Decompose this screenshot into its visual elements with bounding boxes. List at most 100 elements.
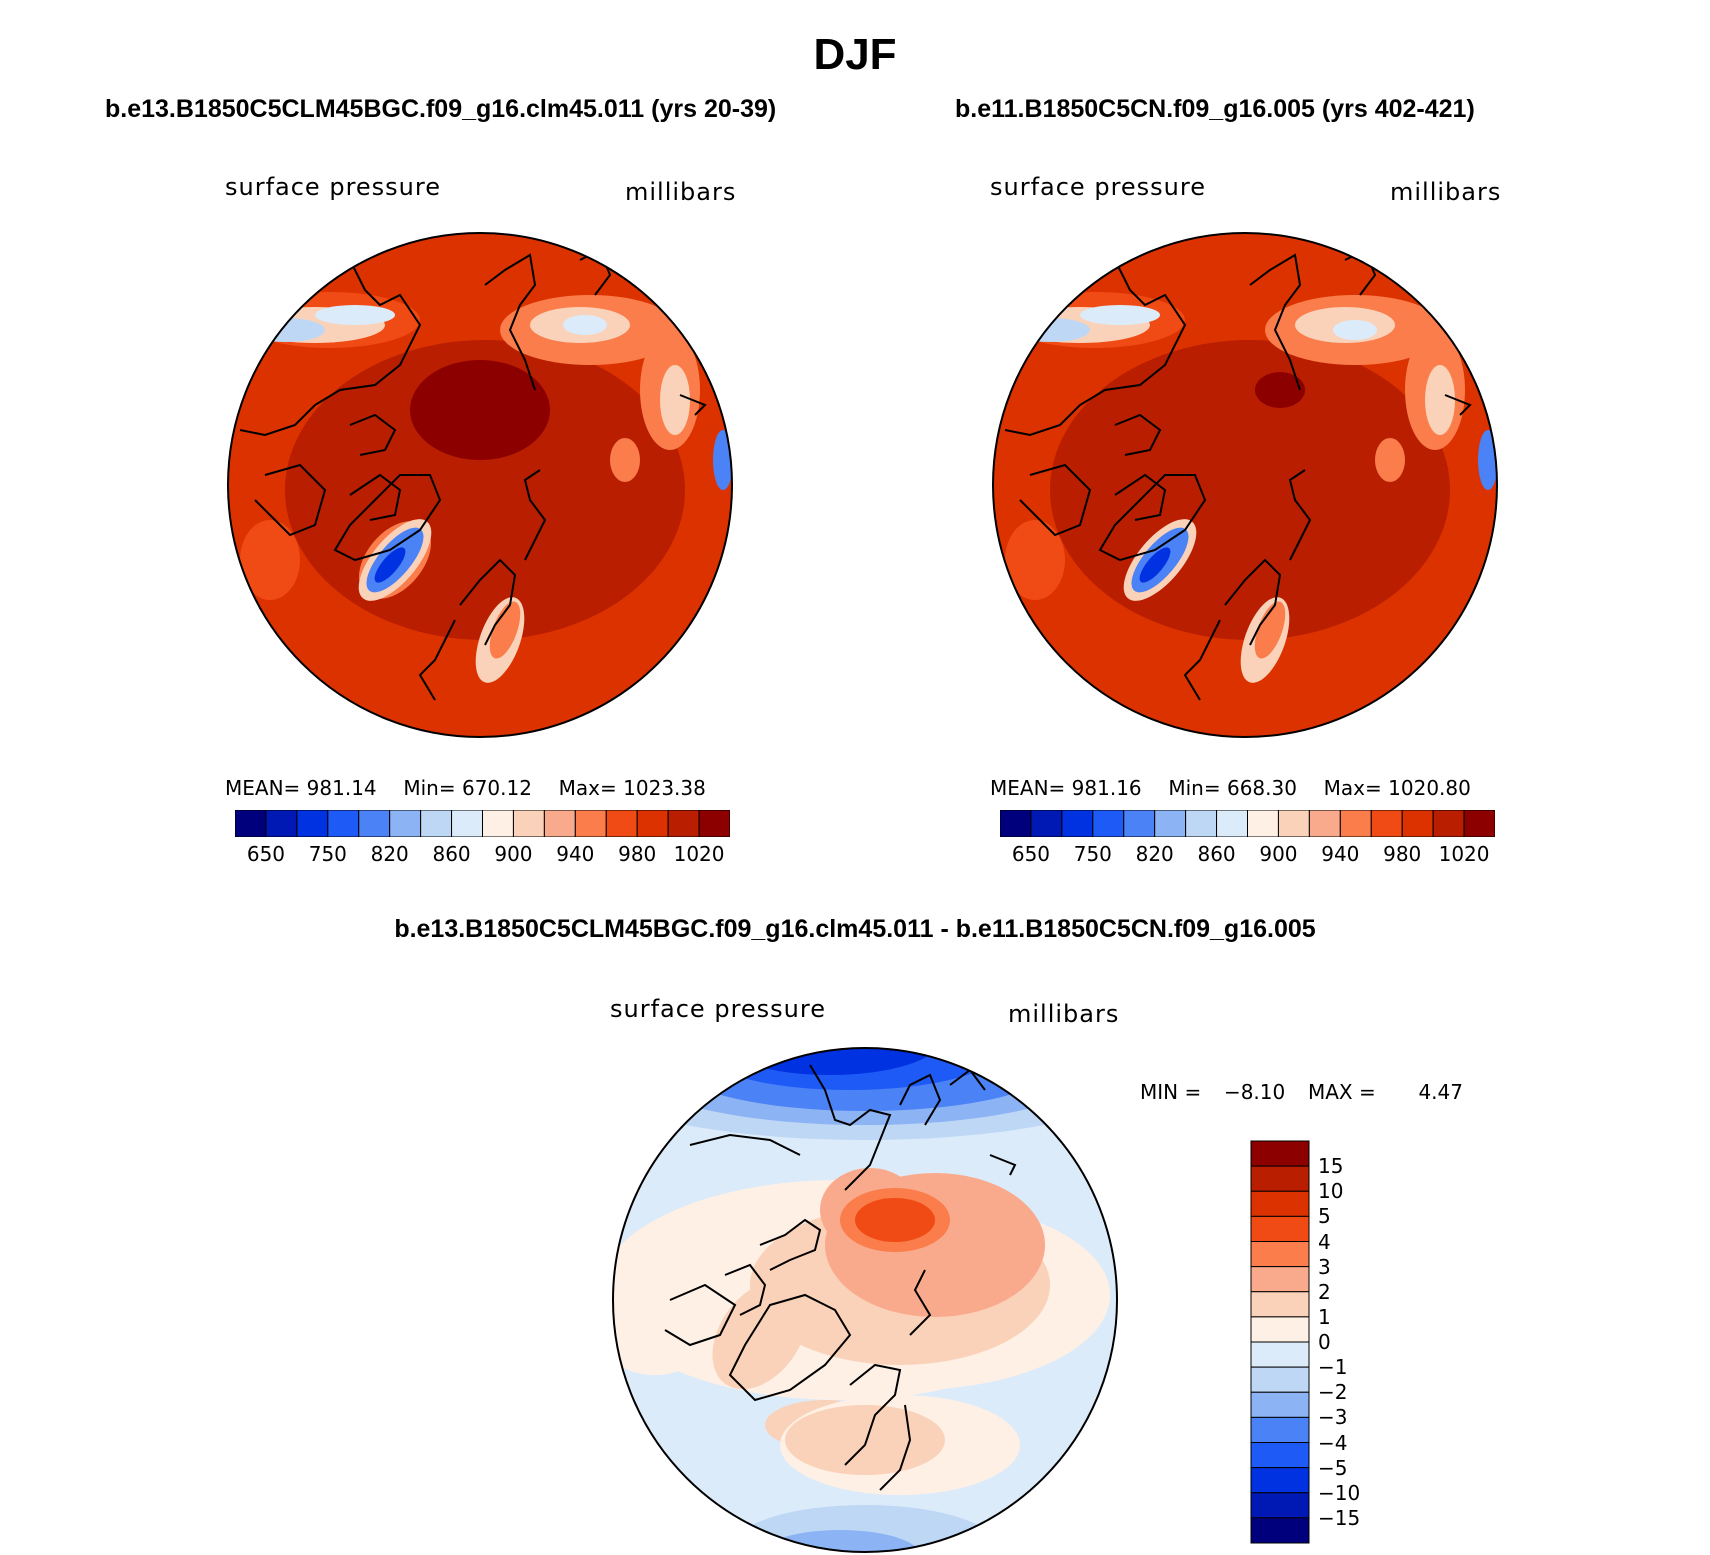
panel1-colorbar-swatch [605,810,638,837]
panel2-colorbar [1000,810,1495,837]
difference-colorbar-swatch [1250,1190,1310,1217]
difference-title: b.e13.B1850C5CLM45BGC.f09_g16.clm45.011 … [394,915,1316,943]
difference-colorbar-swatch [1250,1492,1310,1519]
panel1-colorbar-swatch [667,810,700,837]
panel2-colorbar-tick: 860 [1197,842,1236,866]
difference-colorbar-swatch [1250,1165,1310,1192]
difference-colorbar-swatch [1250,1241,1310,1268]
panel2-colorbar-tick: 820 [1135,842,1174,866]
panel2-polar-map [992,232,1498,738]
panel1-mean-value: 981.14 [306,776,377,800]
panel1-colorbar-ticks: 650 750 820 860 900 940 980 1020 [235,842,730,868]
difference-colorbar [1250,1140,1310,1544]
panel2-variable-label: surface pressure [990,173,1206,201]
panel1-polar-map [227,232,733,738]
difference-colorbar-swatch [1250,1442,1310,1469]
difference-variable-label: surface pressure [610,995,826,1023]
difference-colorbar-tick: −2 [1318,1380,1348,1405]
panel1-mean-label: MEAN= [225,776,301,800]
panel2-colorbar-swatch [1432,810,1465,837]
panel1-stats: MEAN= 981.14 Min= 670.12 Max= 1023.38 [225,776,706,800]
panel1-colorbar-tick: 1020 [673,842,725,866]
difference-stats: MIN = −8.10 MAX = 4.47 [1140,1080,1463,1104]
panel2-colorbar-tick: 900 [1259,842,1298,866]
panel2-colorbar-swatch [1401,810,1434,837]
panel1-colorbar-tick: 750 [308,842,347,866]
panel2-colorbar-swatch [1154,810,1187,837]
difference-colorbar-tick: −1 [1318,1355,1348,1380]
panel1-colorbar-tick: 860 [432,842,471,866]
panel2-max-value: 1020.80 [1388,776,1471,800]
panel1-colorbar-swatch [420,810,453,837]
panel1-colorbar-swatch [543,810,576,837]
difference-units-label: millibars [1008,1000,1120,1028]
panel1-variable-label: surface pressure [225,173,441,201]
panel2-units-label: millibars [1390,178,1502,206]
panel1-colorbar-swatch [327,810,360,837]
difference-max-label: MAX = [1307,1080,1376,1104]
difference-colorbar-swatch [1250,1291,1310,1318]
difference-colorbar-swatch [1250,1341,1310,1368]
panel1-colorbar-swatch [358,810,391,837]
panel2-mean-label: MEAN= [990,776,1066,800]
difference-colorbar-tick: 5 [1318,1204,1331,1229]
difference-colorbar-swatch [1250,1215,1310,1242]
panel2-max-label: Max= [1323,776,1382,800]
difference-colorbar-tick: −4 [1318,1430,1348,1455]
panel2-mean-value: 981.16 [1071,776,1142,800]
panel1-max-value: 1023.38 [623,776,706,800]
difference-colorbar-swatch [1250,1266,1310,1293]
difference-colorbar-tick: −5 [1318,1455,1348,1480]
panel1-colorbar-swatch [296,810,329,837]
panel1-colorbar-swatch [512,810,545,837]
panel2-colorbar-swatch [1185,810,1218,837]
panel2-colorbar-tick: 750 [1073,842,1112,866]
difference-colorbar-tick: 1 [1318,1304,1331,1329]
difference-colorbar-swatch [1250,1416,1310,1443]
difference-min-label: MIN = [1140,1080,1202,1104]
panel1-colorbar-tick: 900 [494,842,533,866]
panel2-colorbar-swatch [1092,810,1125,837]
panel2-min-label: Min= [1168,776,1221,800]
difference-colorbar-tick: 3 [1318,1254,1331,1279]
panel2-colorbar-swatch [1030,810,1063,837]
panel1-units-label: millibars [625,178,737,206]
panel1-max-label: Max= [558,776,617,800]
difference-colorbar-swatch [1250,1366,1310,1393]
panel1-colorbar-tick: 980 [618,842,657,866]
panel2-colorbar-swatch [1339,810,1372,837]
panel1-colorbar-tick: 820 [370,842,409,866]
panel1-colorbar-swatch [698,810,730,837]
difference-colorbar-swatch [1250,1391,1310,1418]
panel1-colorbar-tick: 650 [246,842,286,866]
difference-colorbar-tick: −15 [1318,1505,1361,1530]
panel2-colorbar-tick: 980 [1383,842,1422,866]
panel1-colorbar [235,810,730,837]
panel2-colorbar-swatch [1061,810,1094,837]
panel1-title: b.e13.B1850C5CLM45BGC.f09_g16.clm45.011 … [105,95,777,123]
panel2-colorbar-swatch [1000,810,1032,837]
panel2-colorbar-tick: 650 [1011,842,1051,866]
difference-colorbar-tick: 2 [1318,1279,1331,1304]
panel2-colorbar-tick: 1020 [1438,842,1490,866]
panel1-colorbar-swatch [451,810,483,837]
difference-colorbar-tick: 15 [1318,1154,1344,1179]
difference-colorbar-swatch [1250,1517,1310,1544]
figure-title: DJF [813,30,897,79]
panel2-min-value: 668.30 [1226,776,1297,800]
panel1-colorbar-tick: 940 [556,842,595,866]
panel1-colorbar-swatch [235,810,267,837]
difference-colorbar-swatch [1250,1316,1310,1343]
difference-max-value: 4.47 [1418,1080,1463,1104]
panel1-colorbar-swatch [389,810,422,837]
panel2-colorbar-ticks: 650 750 820 860 900 940 980 1020 [1000,842,1495,868]
panel1-colorbar-swatch [265,810,298,837]
difference-colorbar-tick: −3 [1318,1405,1348,1430]
difference-colorbar-swatch [1250,1467,1310,1494]
difference-min-value: −8.10 [1223,1080,1286,1104]
panel2-stats: MEAN= 981.16 Min= 668.30 Max= 1020.80 [990,776,1471,800]
panel1-min-label: Min= [403,776,456,800]
panel2-colorbar-swatch [1216,810,1248,837]
difference-colorbar-tick: 0 [1318,1330,1331,1354]
panel2-colorbar-tick: 940 [1321,842,1360,866]
